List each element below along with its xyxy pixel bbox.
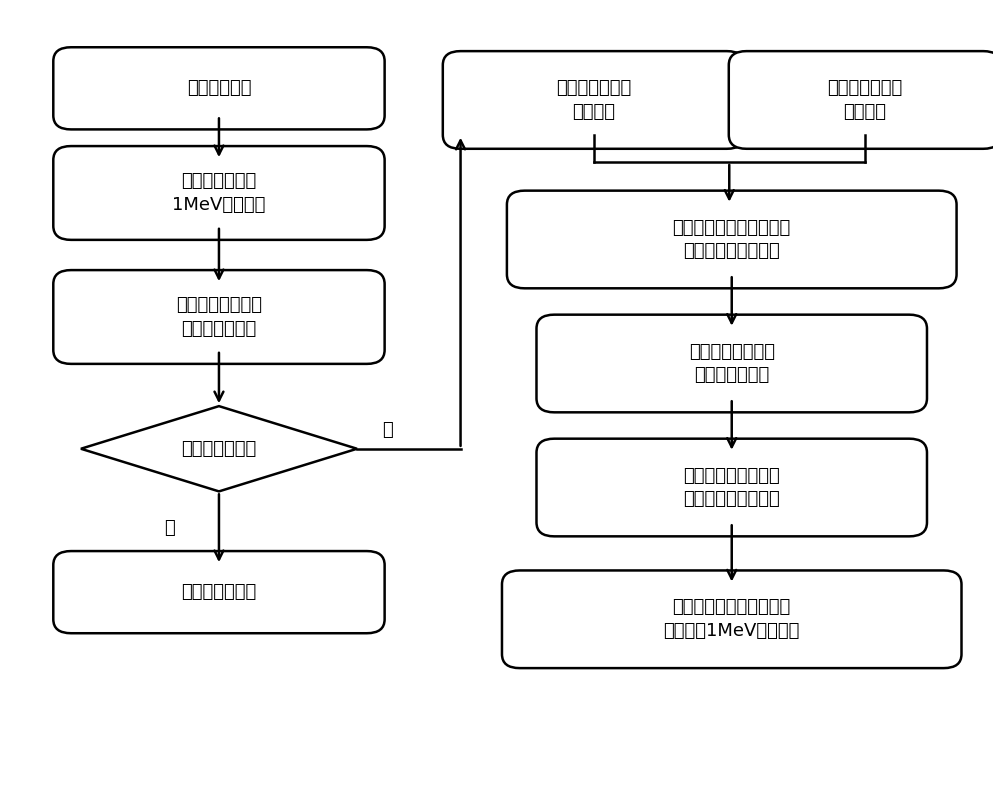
- Text: 是: 是: [382, 421, 392, 439]
- FancyBboxPatch shape: [502, 570, 962, 668]
- FancyBboxPatch shape: [729, 51, 1000, 149]
- Text: 否: 否: [164, 519, 175, 537]
- Text: 去除该器件样本: 去除该器件样本: [181, 583, 257, 601]
- FancyBboxPatch shape: [507, 191, 957, 288]
- Text: 开展相同重离子辐照环境
下的单粒子闩锁实验: 开展相同重离子辐照环境 下的单粒子闩锁实验: [673, 219, 791, 260]
- FancyBboxPatch shape: [53, 47, 385, 129]
- Text: 对辐照后器件样本
进行全参数测量: 对辐照后器件样本 进行全参数测量: [176, 296, 262, 338]
- Polygon shape: [81, 406, 357, 492]
- FancyBboxPatch shape: [53, 270, 385, 364]
- Text: 受中子辐照后的
器件样本: 受中子辐照后的 器件样本: [556, 79, 631, 121]
- Text: 选其中最小的中子注量为
最佳等效1MeV中子注量: 选其中最小的中子注量为 最佳等效1MeV中子注量: [664, 599, 800, 640]
- Text: 选择几个单粒子闩锁
截面最小的中子注量: 选择几个单粒子闩锁 截面最小的中子注量: [683, 467, 780, 508]
- FancyBboxPatch shape: [53, 551, 385, 634]
- Text: 未受中子辐照的
器件样本: 未受中子辐照的 器件样本: [827, 79, 902, 121]
- Text: 不同注量的等效
1MeV中子辐照: 不同注量的等效 1MeV中子辐照: [172, 172, 266, 214]
- FancyBboxPatch shape: [53, 146, 385, 240]
- Text: 器件功能正常？: 器件功能正常？: [181, 439, 257, 458]
- FancyBboxPatch shape: [536, 315, 927, 413]
- Text: 选择器件样本: 选择器件样本: [187, 80, 251, 97]
- FancyBboxPatch shape: [536, 439, 927, 537]
- FancyBboxPatch shape: [443, 51, 745, 149]
- Text: 得到各器件样本的
单粒子闩锁截面: 得到各器件样本的 单粒子闩锁截面: [689, 342, 775, 384]
